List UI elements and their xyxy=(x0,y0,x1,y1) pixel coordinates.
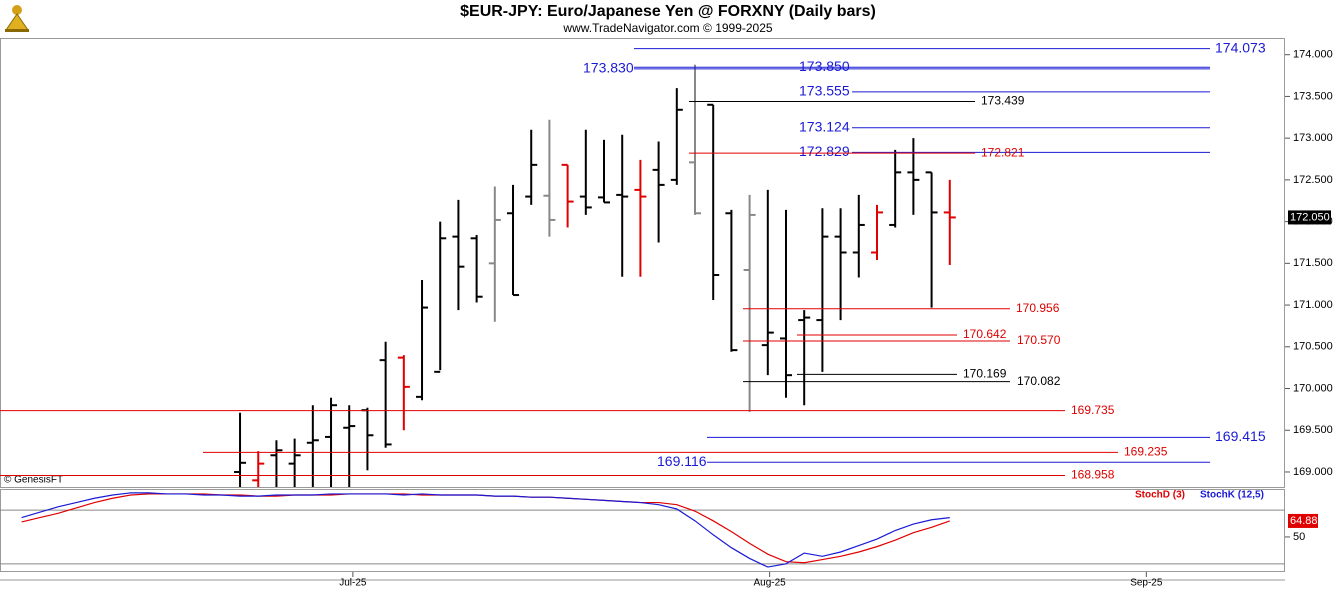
stoch-plot xyxy=(0,492,1285,568)
title: $EUR-JPY: Euro/Japanese Yen @ FORXNY (Da… xyxy=(460,3,876,20)
stoch-panel xyxy=(0,489,1285,572)
legend-entry: StochK (12,5) xyxy=(1200,490,1264,501)
last-value-label: 64.88 xyxy=(1290,515,1318,527)
watermark: © GenesisFT xyxy=(4,475,63,486)
y-tick-label: 173.500 xyxy=(1293,90,1333,102)
stoch-line xyxy=(21,492,950,568)
level-label: 170.570 xyxy=(1017,333,1061,347)
y-tick-label: 170.500 xyxy=(1293,341,1333,353)
price-plot xyxy=(234,64,956,487)
x-tick-label: Aug-25 xyxy=(753,578,786,589)
last-value-box xyxy=(1288,513,1318,528)
level-label: 172.829 xyxy=(799,143,850,159)
y-tick-label: 171.000 xyxy=(1293,299,1333,311)
y-tick-label: 169.500 xyxy=(1293,424,1333,436)
x-tick-label: Sep-25 xyxy=(1130,578,1163,589)
level-label: 172.821 xyxy=(981,145,1025,159)
level-label: 169.116 xyxy=(657,453,707,469)
logo xyxy=(5,5,29,32)
level-label: 174.073 xyxy=(1215,39,1266,55)
y-tick-label: 171.500 xyxy=(1293,257,1333,269)
level-label: 173.555 xyxy=(799,83,850,99)
y-tick-label: 50 xyxy=(1293,531,1305,543)
x-tick-label: Jul-25 xyxy=(339,578,367,589)
level-label: 173.124 xyxy=(799,119,850,135)
level-label: 169.235 xyxy=(1124,445,1168,459)
y-tick-label: 174.000 xyxy=(1293,49,1333,61)
price-panel xyxy=(0,38,1285,488)
level-label: 173.850 xyxy=(799,58,850,74)
y-tick-label: 172.500 xyxy=(1293,174,1333,186)
level-label: 170.082 xyxy=(1017,374,1061,388)
level-label: 169.415 xyxy=(1215,428,1266,444)
y-tick-label: 169.000 xyxy=(1293,466,1333,478)
legend-entry: StochD (3) xyxy=(1135,490,1185,501)
subtitle: www.TradeNavigator.com © 1999-2025 xyxy=(562,21,772,35)
level-label: 170.956 xyxy=(1016,301,1060,315)
level-label: 173.439 xyxy=(981,94,1025,108)
level-label: 169.735 xyxy=(1071,403,1115,417)
level-label: 170.169 xyxy=(963,367,1007,381)
level-label: 170.642 xyxy=(963,327,1007,341)
level-label: 168.958 xyxy=(1071,468,1115,482)
y-tick-label: 173.000 xyxy=(1293,132,1333,144)
y-tick-label: 170.000 xyxy=(1293,382,1333,394)
last-price-box xyxy=(1288,210,1331,225)
last-price-label: 172.050 xyxy=(1290,211,1330,223)
level-label: 173.830 xyxy=(583,60,634,76)
